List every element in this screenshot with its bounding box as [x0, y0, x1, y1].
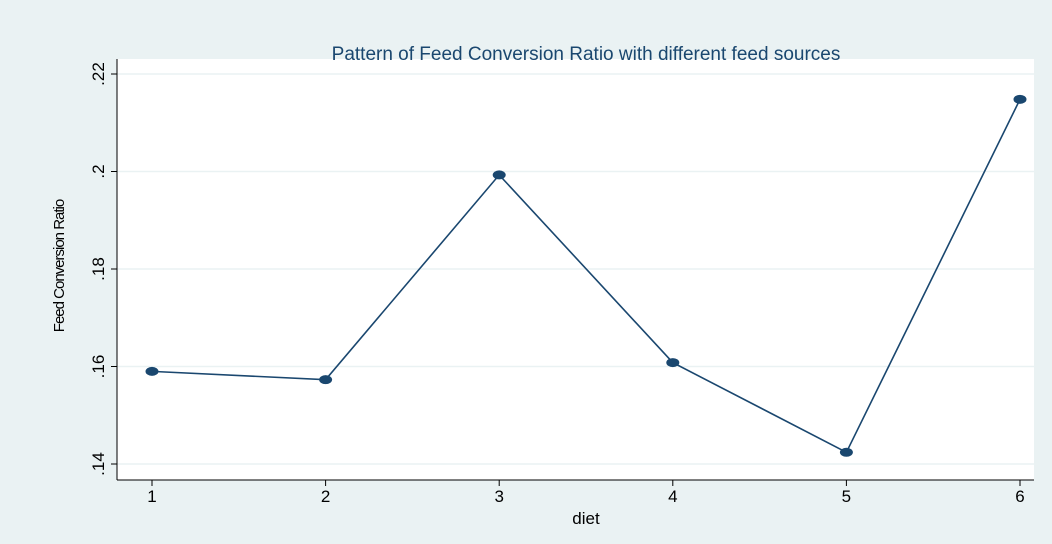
y-axis-label: Feed Conversion Ratio — [51, 199, 68, 332]
chart-title: Pattern of Feed Conversion Ratio with di… — [332, 44, 841, 65]
x-tick-label-3: 4 — [668, 487, 677, 506]
series-line-0 — [151, 98, 1021, 454]
data-point-2 — [319, 375, 333, 385]
x-axis-label: diet — [572, 509, 600, 528]
y-tick-label-4: .22 — [89, 62, 108, 86]
x-tick-label-1: 2 — [321, 487, 330, 506]
x-tick-label-4: 5 — [842, 487, 851, 506]
x-tick-label-0: 1 — [147, 487, 156, 506]
series — [145, 94, 1027, 457]
y-tick-label-0: .14 — [89, 452, 108, 476]
data-point-3 — [492, 170, 506, 180]
y-tick-label-3: .2 — [89, 164, 108, 178]
data-point-5 — [839, 447, 853, 457]
y-tick-label-1: .16 — [89, 355, 108, 379]
data-point-4 — [666, 358, 680, 368]
axes: .14 .16 .18 .2 .22 1 2 3 4 5 6 — [89, 59, 1034, 506]
x-tick-label-5: 6 — [1015, 487, 1024, 506]
y-tick-label-2: .18 — [89, 257, 108, 281]
x-tick-label-2: 3 — [494, 487, 503, 506]
data-point-1 — [145, 366, 159, 376]
grid-lines — [117, 73, 1034, 465]
data-point-6 — [1013, 94, 1027, 104]
